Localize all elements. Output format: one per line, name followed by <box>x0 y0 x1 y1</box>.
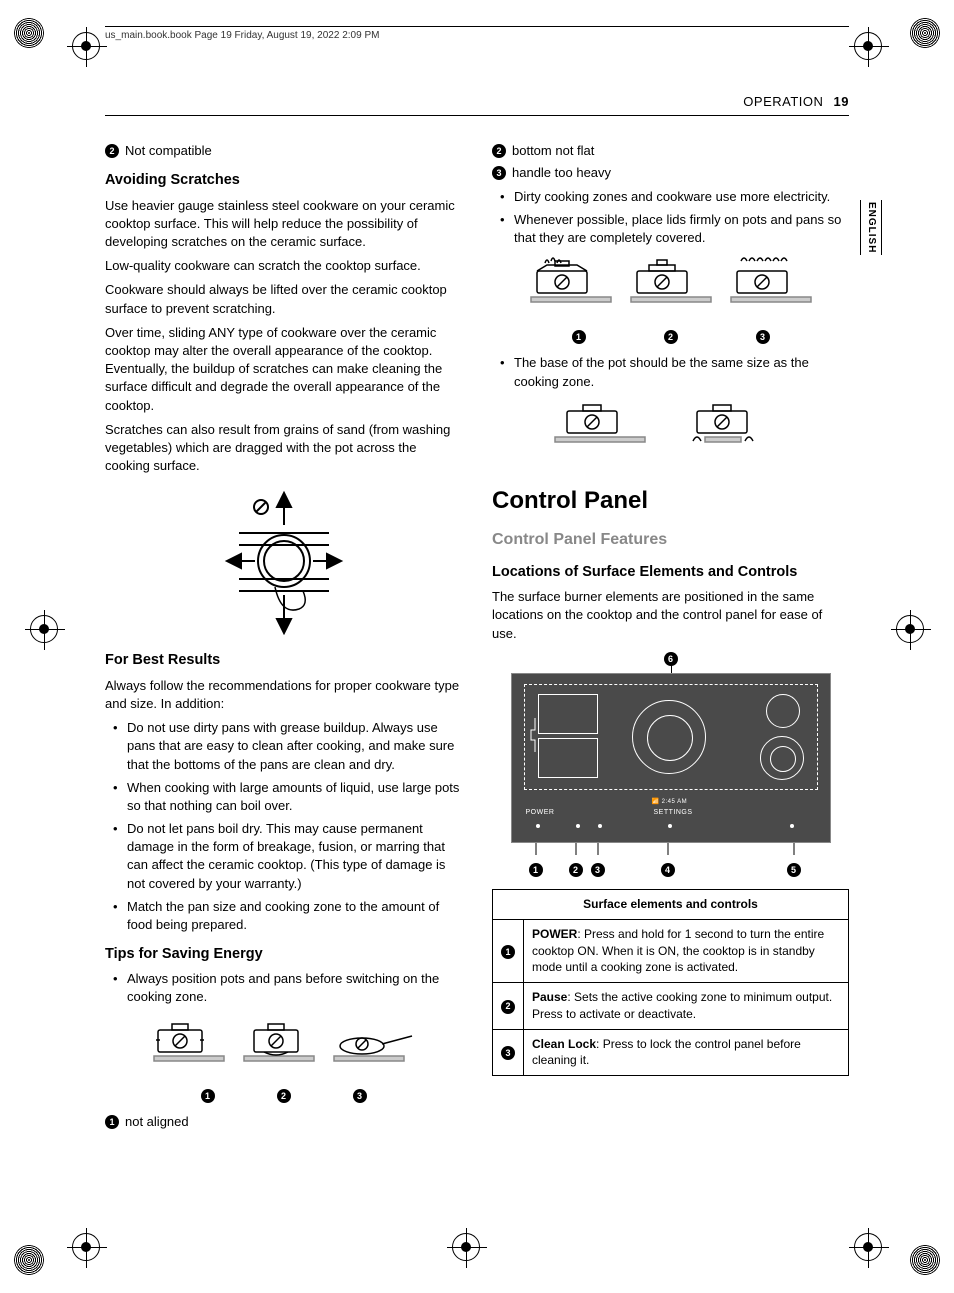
callout-text: Not compatible <box>125 142 212 160</box>
list-item: Whenever possible, place lids firmly on … <box>504 211 849 247</box>
body-text: Use heavier gauge stainless steel cookwa… <box>105 197 462 252</box>
reg-mark <box>854 1233 882 1261</box>
figure-pot-size <box>492 401 849 466</box>
row-bold: Pause <box>532 990 567 1004</box>
callout-num: 1 <box>529 863 543 877</box>
callout-num: 1 <box>105 1115 119 1129</box>
callout-num: 2 <box>277 1089 291 1103</box>
reg-spiral <box>14 18 44 48</box>
reg-mark <box>72 32 100 60</box>
row-num: 1 <box>501 945 515 959</box>
body-text: Scratches can also result from grains of… <box>105 421 462 476</box>
figure-pan-positions: 1 2 3 <box>105 1016 462 1103</box>
body-text: Always follow the recommendations for pr… <box>105 677 462 713</box>
table-row: 3 Clean Lock: Press to lock the control … <box>493 1029 849 1076</box>
row-text: : Sets the active cooking zone to minimu… <box>532 990 832 1021</box>
list-item: The base of the pot should be the same s… <box>504 354 849 390</box>
row-num: 3 <box>501 1046 515 1060</box>
callout-num: 2 <box>492 144 506 158</box>
callout-num: 4 <box>661 863 675 877</box>
callout-num: 3 <box>591 863 605 877</box>
burner-zone <box>632 700 706 774</box>
callout-text: bottom not flat <box>512 142 594 160</box>
heading-saving-energy: Tips for Saving Energy <box>105 944 462 964</box>
callout-num: 3 <box>353 1089 367 1103</box>
reg-mark <box>72 1233 100 1261</box>
row-bold: Clean Lock <box>532 1037 596 1051</box>
page-frame: us_main.book.book Page 19 Friday, August… <box>105 20 849 1135</box>
callout-num: 3 <box>756 330 770 344</box>
callout-num: 2 <box>569 863 583 877</box>
list-item: Do not let pans boil dry. This may cause… <box>117 820 462 893</box>
reg-mark <box>896 615 924 643</box>
left-column: 2 Not compatible Avoiding Scratches Use … <box>105 138 462 1135</box>
burner-zone <box>538 694 598 734</box>
cooktop-diagram: POWER SETTINGS 📶 2:45 AM <box>511 673 831 843</box>
panel-label-settings: SETTINGS <box>654 808 693 818</box>
crop-header: us_main.book.book Page 19 Friday, August… <box>105 26 849 43</box>
page-number: 19 <box>834 94 849 109</box>
callout-num: 1 <box>201 1089 215 1103</box>
callout-num: 1 <box>572 330 586 344</box>
list-item: Match the pan size and cooking zone to t… <box>117 898 462 934</box>
list-item: Dirty cooking zones and cookware use mor… <box>504 188 849 206</box>
callout-text: not aligned <box>125 1113 189 1131</box>
callout-num: 2 <box>105 144 119 158</box>
head-rule <box>105 115 849 116</box>
panel-label-power: POWER <box>526 808 555 818</box>
body-text: The surface burner elements are position… <box>492 588 849 643</box>
table-row: 1 POWER: Press and hold for 1 second to … <box>493 919 849 982</box>
figure-lids: 1 2 3 <box>492 257 849 344</box>
section-name: OPERATION <box>743 94 823 109</box>
reg-mark <box>854 32 882 60</box>
heading-cp-features: Control Panel Features <box>492 529 849 551</box>
list-item: When cooking with large amounts of liqui… <box>117 779 462 815</box>
heading-locations: Locations of Surface Elements and Contro… <box>492 562 849 582</box>
heading-control-panel: Control Panel <box>492 484 849 518</box>
burner-zone <box>538 738 598 778</box>
callout-text: handle too heavy <box>512 164 611 182</box>
callout-num: 2 <box>664 330 678 344</box>
callout-num: 3 <box>492 166 506 180</box>
row-num: 2 <box>501 1000 515 1014</box>
running-head: OPERATION 19 <box>105 93 849 111</box>
burner-zone <box>760 736 804 780</box>
heading-best-results: For Best Results <box>105 650 462 670</box>
figure-lift-cookware <box>105 485 462 640</box>
reg-spiral <box>910 18 940 48</box>
table-row: 2 Pause: Sets the active cooking zone to… <box>493 983 849 1030</box>
reg-mark <box>452 1233 480 1261</box>
right-column: 2 bottom not flat 3 handle too heavy Dir… <box>492 138 849 1135</box>
language-tab: ENGLISH <box>860 200 882 255</box>
callout-num: 5 <box>787 863 801 877</box>
body-text: Cookware should always be lifted over th… <box>105 281 462 317</box>
body-text: Over time, sliding ANY type of cookware … <box>105 324 462 415</box>
panel-label-time: 📶 2:45 AM <box>652 798 688 806</box>
row-bold: POWER <box>532 927 577 941</box>
reg-spiral <box>14 1245 44 1275</box>
list-item: Do not use dirty pans with grease buildu… <box>117 719 462 774</box>
table-header: Surface elements and controls <box>493 889 849 919</box>
reg-mark <box>30 615 58 643</box>
body-text: Low-quality cookware can scratch the coo… <box>105 257 462 275</box>
burner-zone <box>766 694 800 728</box>
list-item: Always position pots and pans before swi… <box>117 970 462 1006</box>
controls-table: Surface elements and controls 1 POWER: P… <box>492 889 849 1076</box>
heading-avoiding-scratches: Avoiding Scratches <box>105 170 462 190</box>
reg-spiral <box>910 1245 940 1275</box>
